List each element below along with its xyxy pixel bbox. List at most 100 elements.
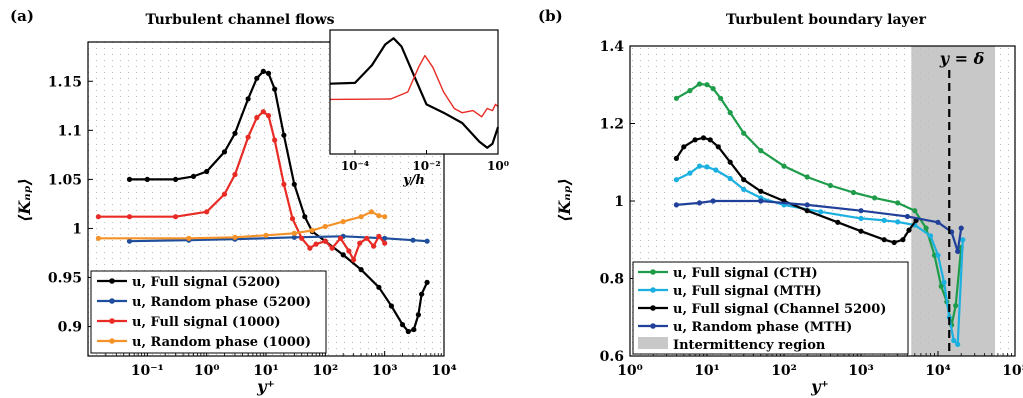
panel-b-series-0-point [827, 182, 834, 189]
panel-b-series-3-point [935, 219, 941, 225]
panel-a-series-1-point [126, 238, 133, 244]
x-tick-label: 10³ [372, 363, 398, 379]
x-tick-label: 10⁴ [431, 363, 457, 379]
panel-b-series-0-point [704, 82, 710, 88]
x-tick-label: 10⁻¹ [131, 363, 164, 379]
panel-b-series-3-point [758, 198, 764, 204]
panel-a-series-2-point [364, 235, 370, 241]
panel-a-series-0-point [424, 279, 430, 285]
panel-a-series-0-point [281, 132, 287, 138]
y-tick-label: 1.15 [48, 74, 82, 90]
legend-b-swatch-marker [650, 287, 656, 293]
panel-b-series-2-point [673, 155, 680, 161]
panel-a-series-3-point [232, 234, 238, 240]
panel-a-series-1-line [129, 235, 428, 243]
panel-a-series-0-point [221, 149, 228, 155]
panel-b-series-2-point [707, 137, 713, 143]
panel-a-series-3-point [95, 235, 101, 241]
panel-a-series-0-point [358, 267, 364, 273]
panel-b-series-0-point [953, 303, 959, 309]
panel-b-series-2-point [804, 208, 810, 214]
panel-a-inset: 10⁻⁴ 10⁻² 10⁰ y/h [329, 29, 509, 188]
panel-a-series-1-point [291, 234, 297, 240]
panel-a-series-2-point [346, 248, 352, 254]
panel-b-series [673, 81, 966, 347]
panel-b-label: (b) [538, 7, 563, 25]
inset-xlabel: y/h [402, 173, 425, 188]
delta-annotation: y = δ [939, 49, 985, 68]
inset-series-0-line [329, 37, 500, 149]
panel-b-series-0-point [804, 174, 810, 180]
panel-a-series-3-point [368, 209, 375, 215]
panel-a-series-2-point [329, 245, 335, 251]
inset-x-tick-label: 10⁻² [412, 159, 440, 173]
panel-b-series-2-point [741, 177, 747, 183]
panel-b-series-0-point [912, 208, 918, 214]
panel-b-xticks: 10⁰ 10¹ 10² 10³ 10⁴ 10⁵ [617, 351, 1023, 379]
panel-b-series-0-point [938, 283, 944, 289]
legend-b-label: u, Full signal (MTH) [673, 284, 822, 299]
panel-a-series [95, 68, 430, 335]
legend-b-label: Intermittency region [673, 338, 826, 353]
panel-a-series-0-point [190, 173, 197, 179]
panel-a-series-1-point [424, 238, 430, 244]
legend-b-swatch-marker [650, 305, 656, 311]
legend-a-label: u, Full signal (1000) [132, 315, 281, 330]
panel-b-series-2-point [700, 135, 707, 141]
panel-b-series-0-point [673, 95, 680, 101]
panel-a-series-2-point [254, 115, 260, 121]
panel-a-series-3-point [322, 223, 328, 230]
panel-a-series-2-point [265, 113, 272, 119]
panel-b-legend: u, Full signal (CTH) u, Full signal (MTH)… [632, 261, 909, 355]
panel-b-series-1-point [960, 237, 966, 243]
panel-b-series-1-point [673, 177, 680, 183]
panel-a-series-0-point [265, 70, 272, 76]
panel-b-series-0-point [781, 163, 787, 169]
panel-b-series-0-point [696, 81, 703, 87]
panel-b-series-1-point [713, 167, 719, 173]
panel-b-series-1-point [727, 175, 733, 182]
panel-a-series-0-point [232, 130, 238, 136]
panel-a-series-3-point [340, 219, 346, 225]
y-tick-label: 1.1 [58, 123, 82, 139]
y-tick-label: 1 [72, 221, 82, 237]
legend-a-swatch-marker [109, 338, 115, 344]
legend-b-swatch-marker [650, 269, 656, 275]
panel-b-series-2-point [715, 144, 721, 150]
panel-b-series-1-point [741, 186, 747, 192]
panel-a-series-2-point [322, 238, 328, 244]
panel-a-series-0-point [376, 284, 382, 290]
panel-b-series-3-point [904, 213, 911, 220]
panel-a-series-2-point [204, 209, 210, 215]
legend-a-label: u, Random phase (5200) [132, 295, 311, 310]
panel-a-series-0-point [254, 75, 260, 81]
y-tick-label: 0.95 [48, 271, 82, 287]
panel-a-series-0-point [173, 176, 179, 182]
panel-a-series-0-point [126, 176, 133, 182]
panel-a-series-2-point [351, 257, 357, 263]
panel-a-title: Turbulent channel flows [145, 12, 334, 28]
panel-a-series-3-point [291, 230, 297, 236]
panel-a-series-1-point [410, 237, 416, 243]
panel-a-series-0-point [419, 291, 425, 297]
panel-a-series-2-point [289, 216, 296, 222]
panel-a-series-2-point [260, 109, 266, 115]
x-tick-label: 10⁴ [925, 363, 951, 379]
panel-a-series-2-point [232, 171, 238, 178]
panel-a-series-3-point [263, 232, 269, 238]
x-tick-label: 10⁰ [194, 363, 220, 379]
legend-b-label: u, Full signal (CTH) [673, 266, 818, 281]
panel-b-series-2-point [881, 237, 887, 243]
panel-b-series-1-point [696, 163, 703, 169]
panel-a-series-0-point [405, 328, 411, 335]
legend-b-label: u, Full signal (Channel 5200) [673, 302, 886, 317]
panel-b-series-0-point [923, 225, 929, 231]
panel-a-series-0-point [415, 312, 421, 318]
panel-b: (b) Turbulent boundary layer 10⁰ 10¹ 10² 10… [538, 7, 1023, 396]
panel-a-series-2-point [307, 245, 313, 251]
panel-a-series-2-point [173, 214, 179, 220]
panel-b-series-0-point [850, 189, 857, 196]
panel-b-series-1-point [895, 219, 901, 225]
panel-a-legend: u, Full signal (5200) u, Random phase (52… [90, 270, 327, 354]
